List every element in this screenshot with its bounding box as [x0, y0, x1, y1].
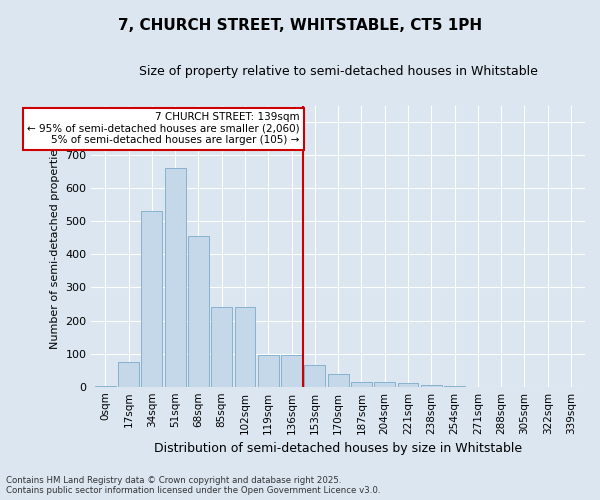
Bar — [142, 212, 163, 386]
Text: Contains HM Land Registry data © Crown copyright and database right 2025.
Contai: Contains HM Land Registry data © Crown c… — [6, 476, 380, 495]
Bar — [164, 168, 185, 386]
Bar — [351, 382, 372, 386]
Text: 7, CHURCH STREET, WHITSTABLE, CT5 1PH: 7, CHURCH STREET, WHITSTABLE, CT5 1PH — [118, 18, 482, 32]
Y-axis label: Number of semi-detached properties: Number of semi-detached properties — [50, 143, 60, 349]
Bar — [258, 356, 279, 386]
Bar — [211, 308, 232, 386]
Bar — [421, 385, 442, 386]
Bar — [188, 236, 209, 386]
Title: Size of property relative to semi-detached houses in Whitstable: Size of property relative to semi-detach… — [139, 65, 538, 78]
Bar — [374, 382, 395, 386]
Bar — [235, 308, 256, 386]
Bar — [281, 356, 302, 386]
Text: 7 CHURCH STREET: 139sqm
← 95% of semi-detached houses are smaller (2,060)
5% of : 7 CHURCH STREET: 139sqm ← 95% of semi-de… — [27, 112, 300, 146]
X-axis label: Distribution of semi-detached houses by size in Whitstable: Distribution of semi-detached houses by … — [154, 442, 522, 455]
Bar — [328, 374, 349, 386]
Bar — [304, 365, 325, 386]
Bar — [398, 384, 418, 386]
Bar — [118, 362, 139, 386]
